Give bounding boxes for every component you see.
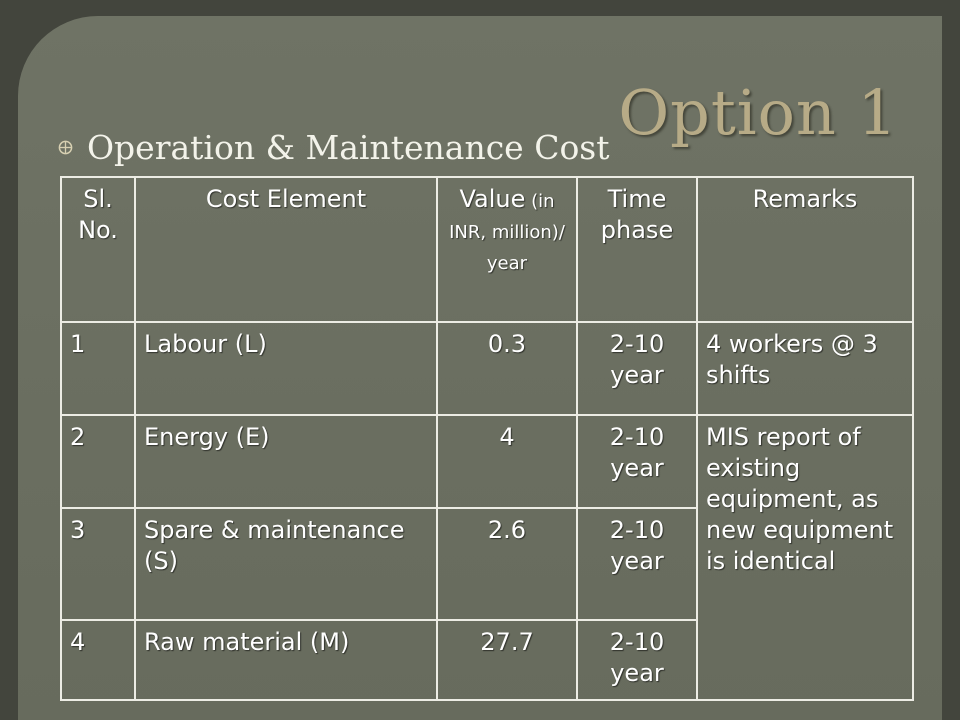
table-row: 2 Energy (E) 4 2-10 year MIS report of e… bbox=[60, 414, 914, 701]
table-row: 4 Raw material (M) 27.7 2-10 year bbox=[60, 619, 913, 701]
bullet-text: Operation & Maintenance Cost bbox=[87, 128, 610, 167]
cell-value: 0.3 bbox=[436, 321, 578, 416]
header-time-phase: Time phase bbox=[576, 176, 698, 323]
cell-cost-element: Labour (L) bbox=[134, 321, 438, 416]
cell-time-phase: 2-10 year bbox=[576, 507, 698, 621]
cell-time-phase: 2-10 year bbox=[576, 321, 698, 416]
cell-cost-element: Spare & maintenance (S) bbox=[134, 507, 438, 621]
cell-sl-no: 3 bbox=[60, 507, 136, 621]
header-sl-no: Sl. No. bbox=[60, 176, 136, 323]
circle-cross-bullet-icon bbox=[58, 140, 73, 155]
cell-cost-element: Raw material (M) bbox=[134, 619, 438, 701]
header-value: Value (in INR, million)/ year bbox=[436, 176, 578, 323]
cell-remarks: 4 workers @ 3 shifts bbox=[696, 321, 914, 416]
cell-remarks-merged: MIS report of existing equipment, as new… bbox=[696, 414, 914, 701]
header-remarks: Remarks bbox=[696, 176, 914, 323]
cost-table: Sl. No. Cost Element Value (in INR, mill… bbox=[60, 176, 914, 701]
header-value-unit: (in INR, million)/ year bbox=[449, 191, 565, 274]
bullet-item: Operation & Maintenance Cost bbox=[58, 128, 610, 167]
table-row: 1 Labour (L) 0.3 2-10 year 4 workers @ 3… bbox=[60, 321, 914, 416]
cell-value: 27.7 bbox=[436, 619, 578, 701]
cell-sl-no: 4 bbox=[60, 619, 136, 701]
table-row: 3 Spare & maintenance (S) 2.6 2-10 year bbox=[60, 507, 913, 621]
cell-sl-no: 1 bbox=[60, 321, 136, 416]
header-cost-element: Cost Element bbox=[134, 176, 438, 323]
cell-time-phase: 2-10 year bbox=[576, 414, 698, 509]
cell-value: 2.6 bbox=[436, 507, 578, 621]
cell-value: 4 bbox=[436, 414, 578, 509]
cell-time-phase: 2-10 year bbox=[576, 619, 698, 701]
table-header-row: Sl. No. Cost Element Value (in INR, mill… bbox=[60, 176, 914, 323]
cell-sl-no: 2 bbox=[60, 414, 136, 509]
header-value-main: Value bbox=[459, 185, 526, 213]
slide-title: Option 1 bbox=[618, 76, 898, 149]
cell-cost-element: Energy (E) bbox=[134, 414, 438, 509]
